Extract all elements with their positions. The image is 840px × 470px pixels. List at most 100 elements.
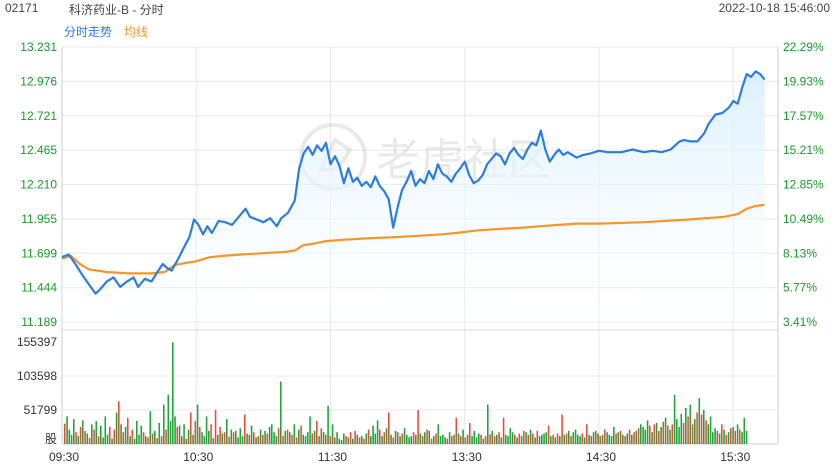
volume-bar [473, 430, 476, 444]
price-tick-label: 12.465 [20, 143, 57, 157]
volume-bar [554, 437, 557, 444]
volume-bar [84, 430, 86, 444]
time-tick-label: 10:30 [183, 450, 213, 464]
volume-bar [356, 434, 359, 444]
volume-bar [154, 430, 156, 444]
volume-bar [160, 436, 163, 444]
volume-bar [82, 420, 84, 444]
volume-bar [277, 428, 280, 444]
volume-bar [457, 433, 460, 444]
volume-bar [597, 433, 599, 444]
volume-bar [561, 414, 563, 444]
volume-bar [604, 429, 606, 444]
volume-bar [289, 432, 291, 444]
volume-bar [275, 436, 278, 444]
volume-bar [181, 436, 183, 444]
volume-bar [536, 430, 539, 444]
volume-bar [475, 437, 478, 444]
volume-bar [694, 419, 696, 444]
volume-bar [237, 437, 239, 444]
percent-tick-label: 3.41% [783, 315, 817, 329]
volume-bar [77, 436, 80, 444]
volume-bar [138, 434, 140, 444]
volume-bar [124, 426, 127, 444]
volume-bar [370, 436, 372, 444]
volume-bar [253, 432, 255, 444]
volume-bar [115, 412, 118, 444]
volume-bar [156, 438, 158, 444]
volume-bar [320, 428, 323, 444]
volume-bar [379, 429, 381, 444]
volume-bar [484, 436, 487, 444]
volume-bar [133, 438, 136, 444]
volume-bar [502, 417, 505, 444]
volume-bar [500, 437, 503, 444]
volume-bar [358, 437, 361, 444]
volume-bar [246, 433, 248, 444]
volume-bar [86, 433, 89, 444]
volume-bar [637, 428, 640, 444]
volume-bar [66, 416, 68, 444]
volume-bar [424, 432, 426, 444]
volume-bar [343, 433, 345, 444]
volume-bar [507, 436, 509, 444]
volume-bar [718, 433, 721, 444]
volume-bar [617, 432, 620, 444]
volume-bar [451, 436, 453, 444]
volume-bar [203, 436, 206, 444]
percent-tick-label: 10.49% [783, 212, 824, 226]
percent-tick-label: 15.21% [783, 143, 824, 157]
volume-bar [574, 429, 577, 444]
volume-bar [325, 434, 327, 444]
volume-bar [509, 428, 512, 444]
volume-bar [658, 430, 660, 444]
percent-tick-label: 5.77% [783, 281, 817, 295]
volume-bar [496, 434, 498, 444]
volume-bar [223, 432, 226, 444]
volume-bar [678, 426, 680, 444]
percent-tick-label: 8.13% [783, 246, 817, 260]
volume-bar [347, 437, 350, 444]
volume-bar [511, 432, 514, 444]
volume-bar [680, 413, 683, 444]
volume-bar [172, 342, 174, 444]
volume-bar [149, 411, 152, 444]
volume-bar [363, 438, 365, 444]
volume-bar [205, 416, 208, 444]
volume-bar [300, 425, 302, 444]
volume-bar [624, 436, 626, 444]
volume-bar [75, 432, 77, 444]
volume-bar [381, 436, 383, 444]
volume-bar [385, 428, 388, 444]
volume-bar [640, 424, 642, 444]
volume-tick-label: 103598 [17, 369, 57, 383]
volume-bar [136, 421, 138, 444]
volume-bar [151, 433, 154, 444]
stock-code: 02171 [5, 1, 39, 15]
volume-bar [527, 434, 530, 444]
price-tick-label: 12.210 [20, 178, 57, 192]
volume-bar [147, 437, 149, 444]
volume-bar [327, 405, 329, 444]
volume-bar [610, 436, 613, 444]
volume-bar [118, 401, 120, 444]
volume-bar [95, 421, 98, 444]
price-tick-label: 12.721 [20, 109, 57, 123]
volume-bar [426, 429, 428, 444]
volume-bar [406, 434, 408, 444]
volume-bar [311, 433, 314, 444]
volume-tick-label: 51799 [24, 403, 58, 417]
volume-bar [698, 398, 701, 444]
volume-bar [453, 434, 455, 444]
volume-bar [64, 423, 66, 444]
volume-bar [190, 412, 192, 444]
volume-bar [79, 426, 82, 444]
volume-bar [460, 436, 462, 444]
price-tick-label: 11.955 [21, 212, 57, 226]
volume-bar [142, 432, 145, 444]
chart-title: 科济药业-B - 分时 [69, 3, 164, 17]
volume-bar [743, 417, 746, 444]
volume-bar [284, 430, 287, 444]
price-line [61, 70, 766, 295]
volume-bar [601, 434, 604, 444]
